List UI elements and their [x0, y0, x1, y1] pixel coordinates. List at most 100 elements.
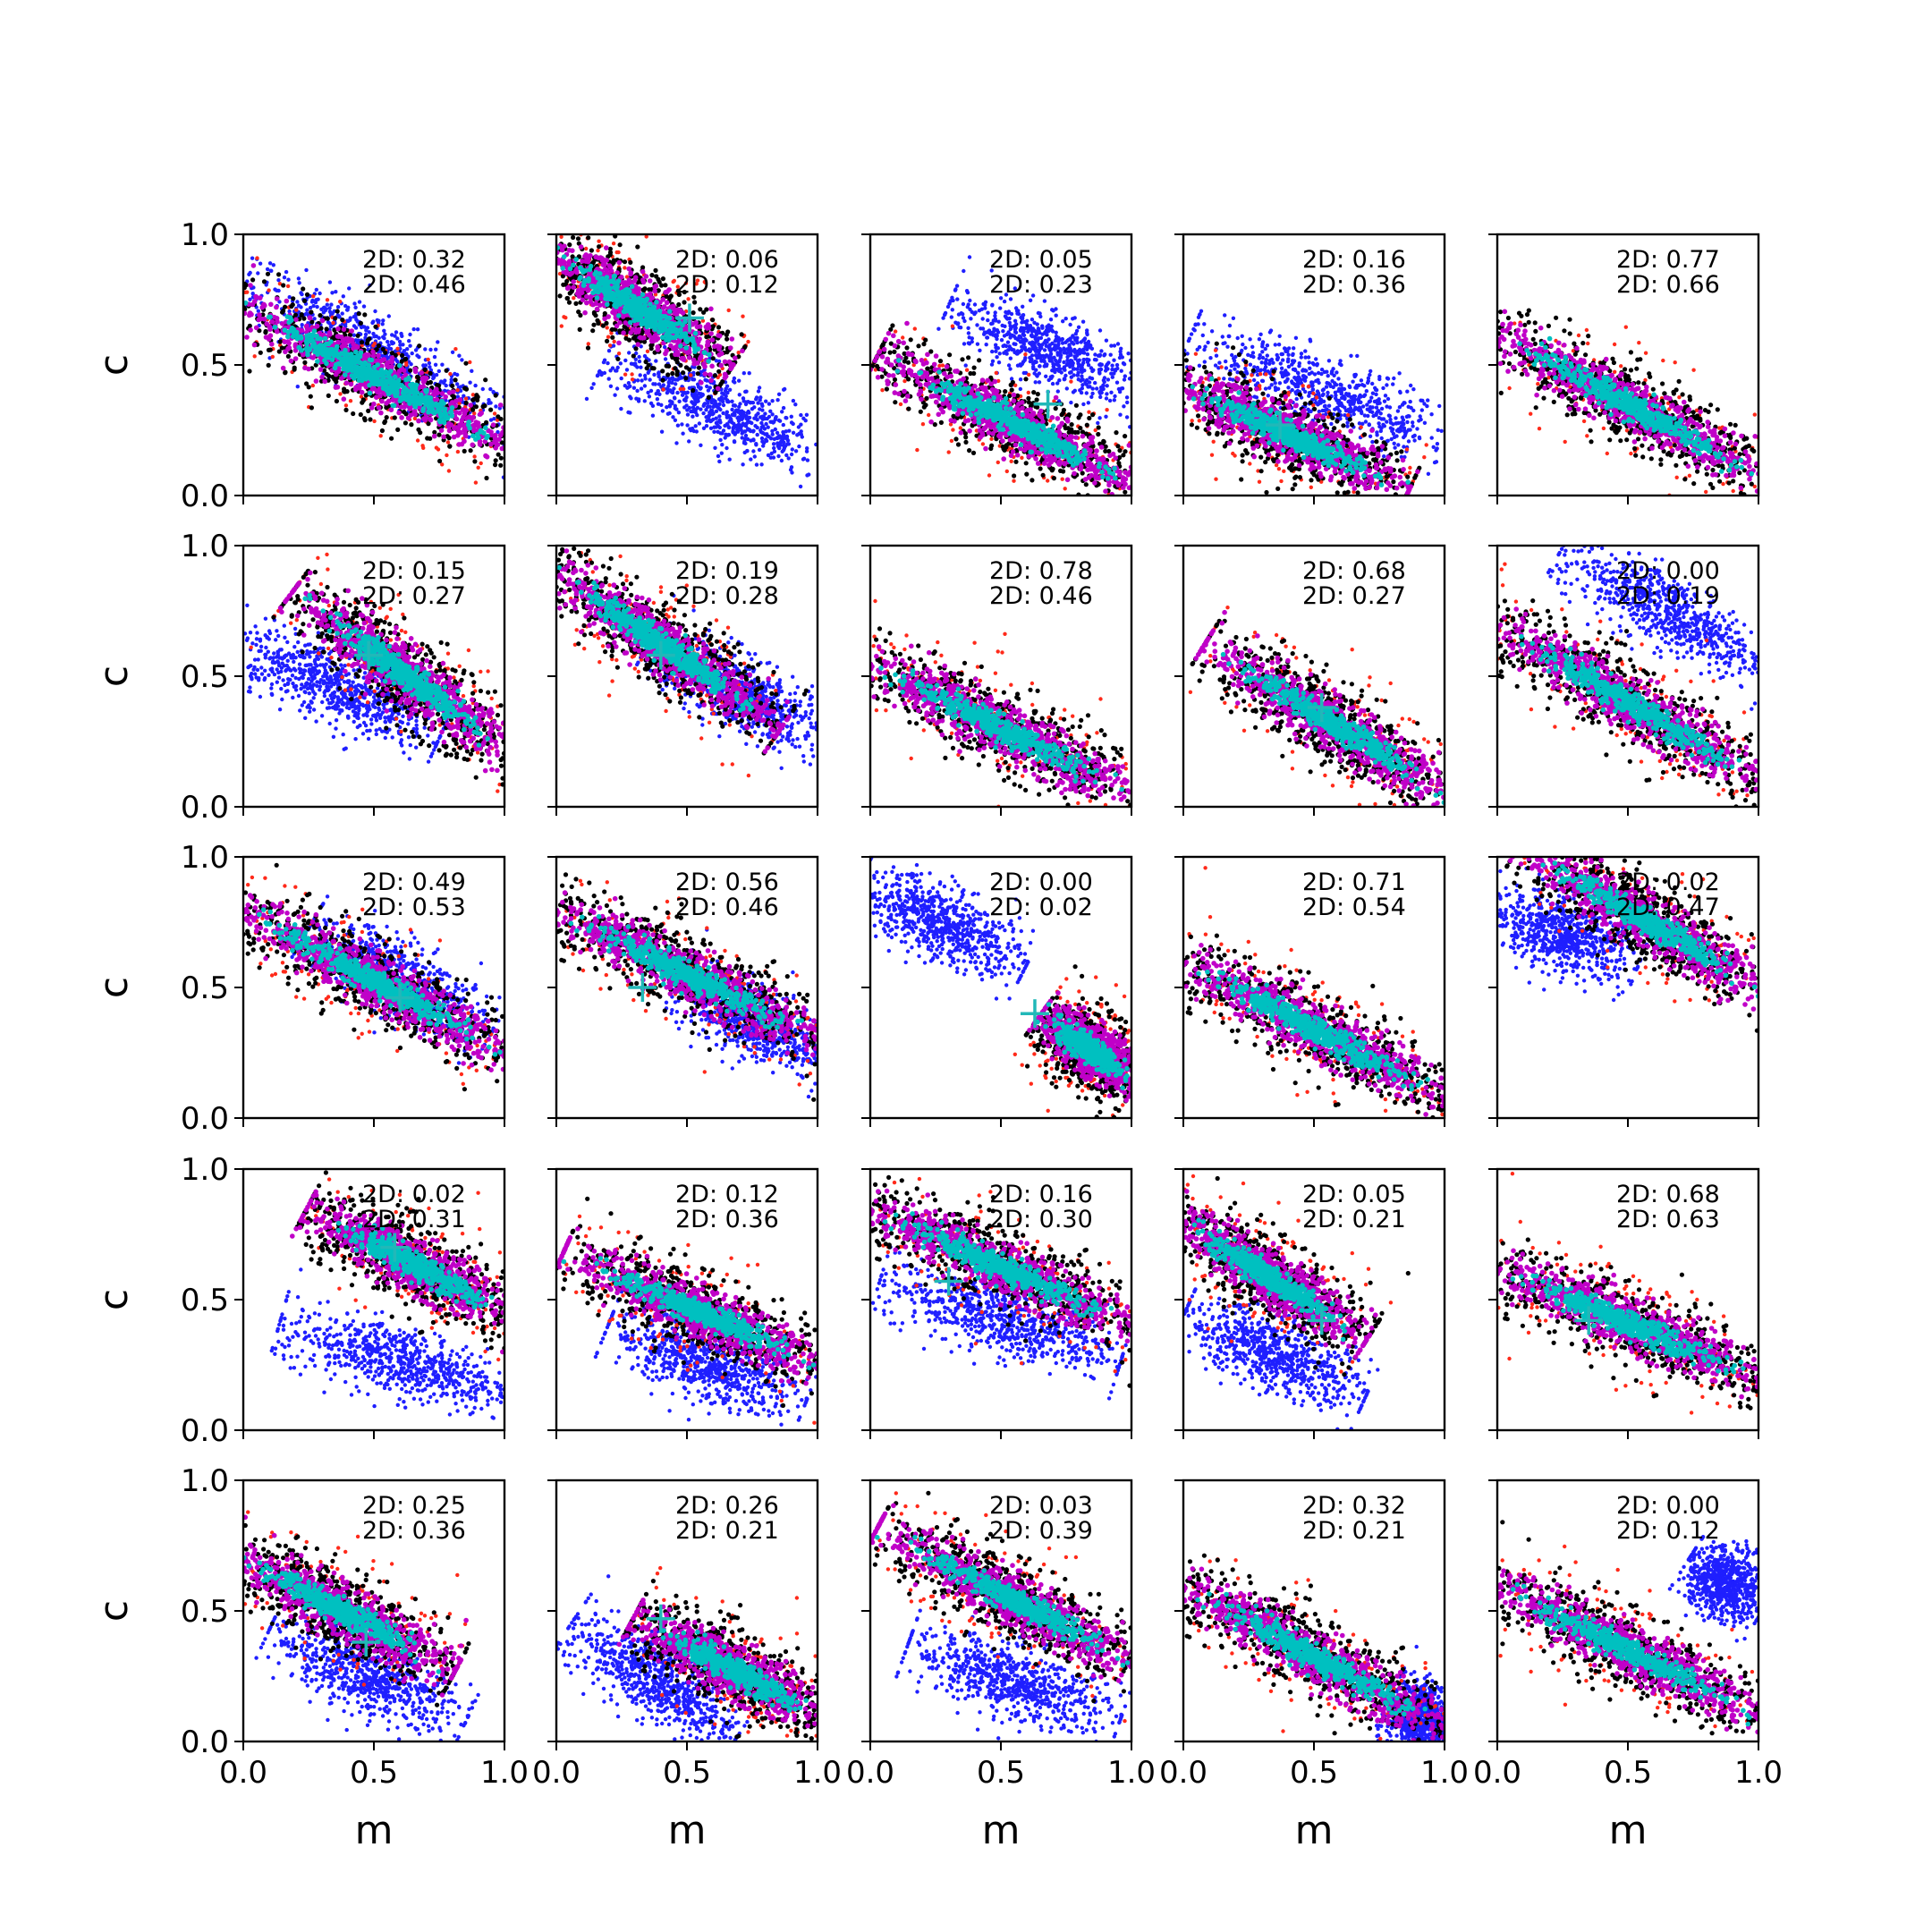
blue-point [745, 449, 749, 453]
cyan-point [343, 352, 348, 358]
blue-point [655, 392, 658, 395]
black-point [669, 293, 674, 298]
black-point [591, 323, 596, 327]
blue-point [764, 400, 767, 403]
magenta-point [396, 411, 402, 416]
black-point [335, 309, 340, 313]
black-point [558, 293, 563, 298]
magenta-point [360, 390, 365, 395]
cyan-point [344, 360, 350, 365]
cyan-point [411, 398, 416, 403]
black-point [716, 369, 721, 374]
blue-point [428, 365, 431, 369]
magenta-point [334, 372, 339, 377]
magenta-point [681, 356, 686, 361]
magenta-point [597, 302, 603, 308]
cyan-point [335, 344, 340, 350]
blue-point [770, 452, 774, 455]
black-point [496, 414, 500, 419]
blue-point [706, 405, 709, 409]
magenta-point [565, 286, 571, 292]
blue-point [726, 400, 730, 403]
y-tick-label: 0.5 [181, 348, 229, 384]
black-point [661, 378, 665, 383]
black-point [494, 393, 498, 397]
black-point [368, 417, 372, 421]
magenta-point [416, 419, 421, 424]
black-point [277, 349, 282, 353]
blue-point [767, 435, 771, 438]
magenta-point [462, 411, 468, 417]
black-point [333, 316, 337, 320]
magenta-point [633, 275, 639, 280]
magenta-point [668, 343, 674, 349]
black-point [445, 369, 449, 373]
black-point [724, 337, 729, 342]
black-point [462, 449, 467, 453]
blue-point [721, 400, 724, 403]
magenta-point [644, 330, 649, 335]
magenta-point [253, 294, 258, 300]
blue-point [735, 424, 739, 428]
magenta-point [665, 348, 670, 353]
blue-point [668, 388, 672, 392]
blue-point [416, 327, 419, 331]
blue-point [683, 397, 687, 401]
black-point [302, 299, 307, 303]
magenta-point [335, 326, 341, 332]
blue-point [468, 381, 471, 385]
blue-point [751, 449, 755, 453]
red-point [372, 419, 376, 423]
blue-point [296, 385, 300, 388]
red-point [646, 350, 649, 353]
magenta-point [468, 402, 473, 408]
black-point [597, 244, 601, 249]
blue-point [791, 447, 794, 451]
blue-point [334, 290, 337, 293]
blue-point [613, 394, 616, 397]
cyan-point [478, 429, 483, 435]
blue-point [799, 485, 802, 488]
black-point [309, 405, 314, 410]
red-point [615, 250, 619, 254]
black-point [361, 398, 366, 402]
magenta-point [455, 433, 461, 438]
blue-point [797, 445, 801, 448]
magenta-point [262, 317, 267, 322]
black-point [305, 292, 309, 297]
cyan-point [286, 330, 292, 335]
black-point [464, 401, 469, 405]
magenta-point [408, 407, 413, 412]
cyan-point [315, 359, 320, 364]
magenta-point [654, 284, 659, 289]
red-point [631, 377, 634, 381]
black-point [676, 302, 681, 307]
magenta-point [281, 366, 286, 371]
red-point [395, 347, 399, 351]
blue-point [268, 261, 272, 265]
blue-point [712, 398, 716, 402]
blue-point [382, 329, 386, 333]
blue-point [718, 431, 722, 435]
magenta-point [349, 382, 354, 387]
black-point [351, 411, 355, 416]
cyan-point [605, 302, 610, 308]
magenta-point [441, 435, 446, 440]
blue-point [754, 416, 758, 419]
cyan-point [381, 386, 386, 391]
magenta-point [602, 262, 607, 267]
magenta-point [447, 390, 453, 395]
cyan-point [403, 377, 409, 383]
black-point [573, 301, 578, 306]
blue-point [744, 400, 748, 403]
black-point [641, 288, 646, 292]
black-point [653, 268, 657, 273]
magenta-point [342, 396, 347, 402]
magenta-point [283, 339, 288, 344]
cyan-point [375, 362, 380, 368]
black-point [437, 459, 442, 463]
magenta-point [488, 442, 494, 447]
blue-point [453, 372, 456, 376]
black-point [302, 360, 307, 365]
